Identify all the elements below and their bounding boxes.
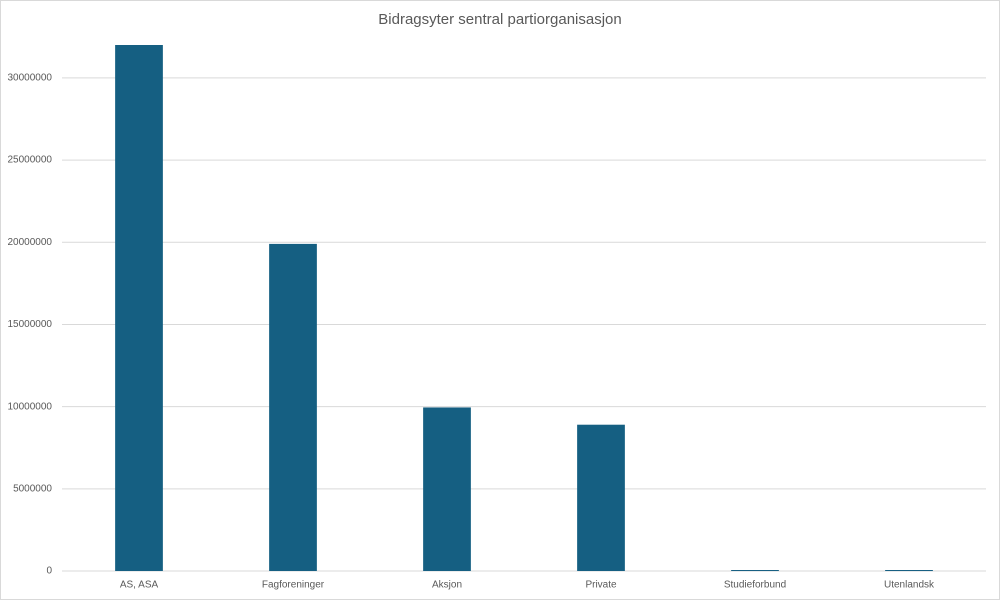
y-tick-label: 0 [46, 566, 52, 577]
bar [269, 243, 317, 572]
chart-title: Bidragsyter sentral partiorganisasjon [378, 11, 621, 28]
bar [577, 424, 625, 571]
x-tick-label: Private [585, 580, 617, 591]
x-tick-label: Utenlandsk [884, 580, 935, 591]
y-tick-label: 25000000 [8, 155, 53, 166]
x-tick-label: AS, ASA [120, 580, 159, 591]
bar [731, 570, 779, 572]
y-tick-label: 5000000 [13, 483, 52, 494]
x-tick-label: Studieforbund [724, 580, 786, 591]
bar [885, 570, 933, 572]
y-tick-label: 20000000 [8, 237, 53, 248]
y-tick-label: 15000000 [8, 319, 53, 330]
bar [423, 407, 471, 571]
x-tick-label: Aksjon [432, 580, 462, 591]
x-tick-label: Fagforeninger [262, 580, 325, 591]
bar [115, 45, 163, 571]
y-tick-label: 30000000 [8, 73, 53, 84]
y-tick-label: 10000000 [8, 401, 53, 412]
